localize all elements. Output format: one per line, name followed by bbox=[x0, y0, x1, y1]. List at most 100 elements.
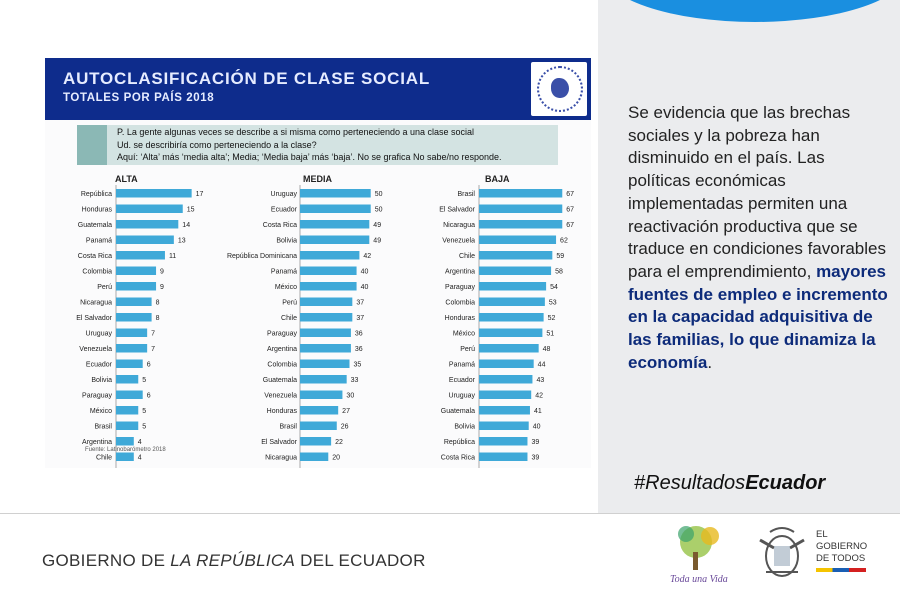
value-label: 67 bbox=[566, 207, 574, 214]
slide-subtitle: TOTALES POR PAÍS 2018 bbox=[63, 92, 215, 104]
bar bbox=[479, 204, 563, 213]
value-label: 39 bbox=[531, 439, 539, 446]
bar bbox=[300, 235, 370, 244]
bar bbox=[479, 266, 552, 275]
value-label: 48 bbox=[543, 346, 551, 353]
bar bbox=[479, 189, 563, 198]
value-label: 11 bbox=[169, 253, 176, 260]
hashtag-bold: Ecuador bbox=[745, 472, 826, 494]
category-label: Venezuela bbox=[264, 393, 297, 400]
value-label: 42 bbox=[363, 253, 371, 260]
value-label: 35 bbox=[354, 362, 362, 369]
logo1-text: Toda una Vida bbox=[670, 574, 728, 585]
footer-text-b: LA REPÚBLICA bbox=[170, 551, 296, 570]
category-label: Panamá bbox=[86, 238, 112, 245]
category-label: Paraguay bbox=[82, 393, 112, 400]
bar bbox=[479, 421, 529, 430]
bar bbox=[300, 344, 351, 353]
bar bbox=[300, 266, 357, 275]
value-label: 20 bbox=[332, 455, 340, 462]
value-label: 5 bbox=[142, 377, 146, 384]
value-label: 30 bbox=[346, 393, 354, 400]
logo-ring bbox=[537, 66, 583, 112]
bar bbox=[300, 204, 371, 213]
bar bbox=[300, 328, 351, 337]
category-label: Colombia bbox=[82, 269, 112, 276]
category-label: México bbox=[275, 284, 297, 291]
category-label: Panamá bbox=[271, 269, 297, 276]
category-label: Nicaragua bbox=[443, 222, 475, 229]
value-label: 37 bbox=[356, 300, 364, 307]
value-label: 26 bbox=[341, 424, 349, 431]
footer-text-c: DEL ECUADOR bbox=[295, 551, 426, 570]
bar bbox=[479, 359, 534, 368]
bar bbox=[300, 251, 360, 260]
bar bbox=[116, 390, 143, 399]
chart-title: BAJA bbox=[485, 174, 510, 184]
chart-title: MEDIA bbox=[303, 174, 333, 184]
category-label: Brasil bbox=[94, 424, 112, 431]
bar bbox=[479, 297, 545, 306]
category-label: Paraguay bbox=[445, 284, 475, 291]
category-label: Colombia bbox=[445, 300, 475, 307]
footer-divider bbox=[0, 513, 900, 514]
category-label: Perú bbox=[282, 300, 297, 307]
category-label: Paraguay bbox=[267, 331, 297, 338]
footer-government-text: GOBIERNO DE LA REPÚBLICA DEL ECUADOR bbox=[42, 551, 426, 571]
bar bbox=[300, 437, 332, 446]
bar bbox=[479, 251, 553, 260]
panel-text-bold: mayores fuentes de empleo e incremento e… bbox=[628, 261, 888, 372]
value-label: 39 bbox=[531, 455, 539, 462]
value-label: 67 bbox=[566, 222, 574, 229]
value-label: 9 bbox=[160, 284, 164, 291]
value-label: 5 bbox=[142, 424, 146, 431]
value-label: 52 bbox=[548, 315, 556, 322]
category-label: Ecuador bbox=[271, 207, 298, 214]
value-label: 49 bbox=[373, 238, 381, 245]
bar bbox=[116, 220, 179, 229]
category-label: Honduras bbox=[267, 408, 298, 415]
category-label: República bbox=[81, 191, 112, 198]
category-label: Guatemala bbox=[263, 377, 297, 384]
value-label: 40 bbox=[361, 269, 369, 276]
bar bbox=[479, 390, 532, 399]
bar bbox=[300, 375, 347, 384]
category-label: El Salvador bbox=[261, 439, 297, 446]
category-label: Costa Rica bbox=[441, 455, 475, 462]
question-text: P. La gente algunas veces se describe a … bbox=[117, 126, 557, 164]
bar bbox=[116, 189, 192, 198]
category-label: México bbox=[90, 408, 112, 415]
logo3-line: GOBIERNO bbox=[816, 541, 868, 552]
bar bbox=[116, 375, 139, 384]
value-label: 50 bbox=[375, 191, 383, 198]
footer-text-a: GOBIERNO DE bbox=[42, 551, 171, 570]
value-label: 67 bbox=[566, 191, 574, 198]
bar bbox=[116, 282, 157, 291]
bar bbox=[300, 421, 337, 430]
category-label: Argentina bbox=[82, 439, 112, 446]
value-label: 49 bbox=[373, 222, 381, 229]
category-label: Bolivia bbox=[276, 238, 297, 245]
bar bbox=[300, 359, 350, 368]
value-label: 6 bbox=[147, 362, 151, 369]
hashtag[interactable]: #ResultadosEcuador bbox=[634, 472, 825, 495]
bar bbox=[300, 313, 353, 322]
question-box: P. La gente algunas veces se describe a … bbox=[77, 125, 558, 165]
bar bbox=[116, 297, 152, 306]
bar bbox=[116, 406, 139, 415]
category-label: Brasil bbox=[457, 191, 475, 198]
value-label: 50 bbox=[375, 207, 383, 214]
bar bbox=[300, 297, 353, 306]
value-label: 7 bbox=[151, 346, 155, 353]
value-label: 36 bbox=[355, 331, 363, 338]
bar bbox=[479, 328, 543, 337]
bar bbox=[116, 344, 148, 353]
value-label: 13 bbox=[178, 238, 186, 245]
category-label: Guatemala bbox=[78, 222, 112, 229]
category-label: Brasil bbox=[279, 424, 297, 431]
value-label: 14 bbox=[182, 222, 190, 229]
value-label: 4 bbox=[138, 439, 142, 446]
value-label: 44 bbox=[538, 362, 546, 369]
bar bbox=[479, 282, 547, 291]
